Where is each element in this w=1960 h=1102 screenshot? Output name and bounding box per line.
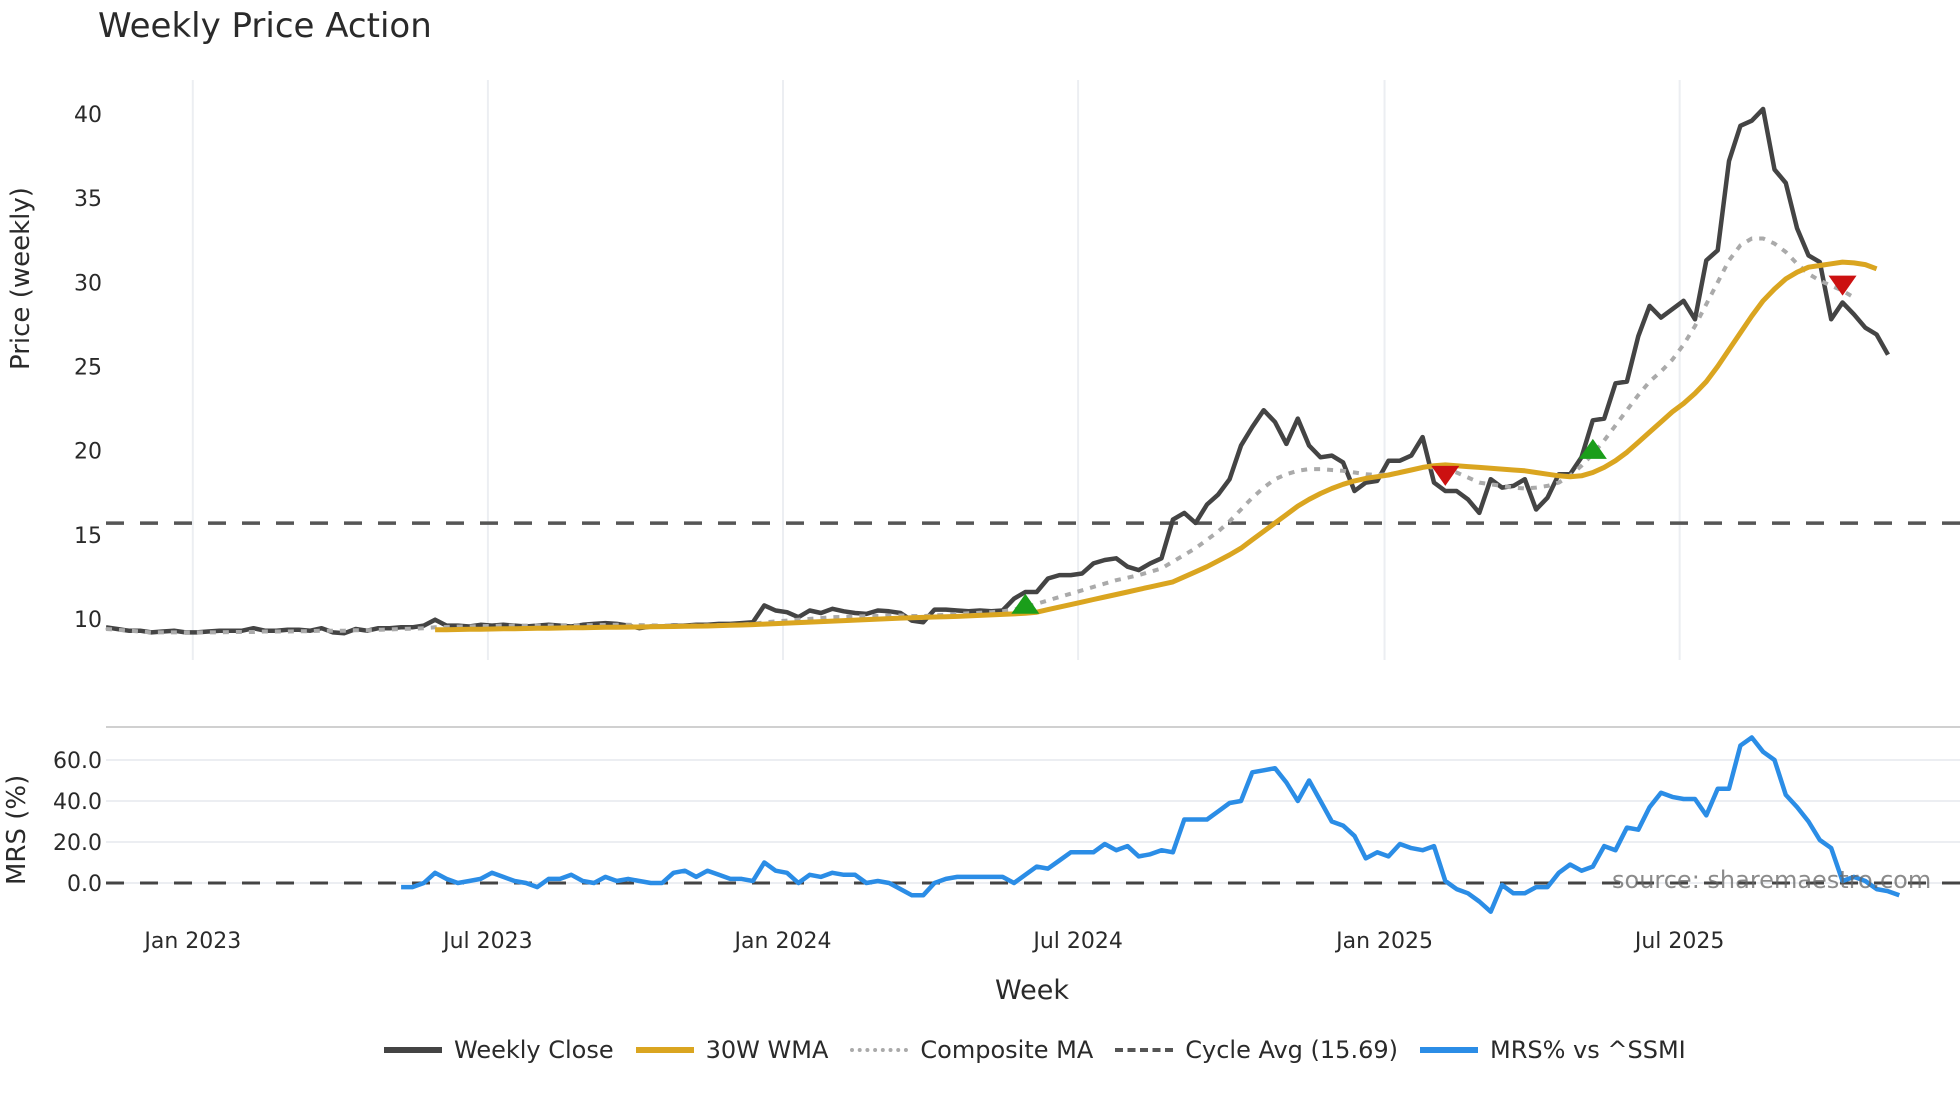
x-tick-label: Jul 2024 [1031, 929, 1123, 954]
mrs-y-tick-label: 0.0 [67, 872, 102, 897]
mrs-swatch-icon [1419, 1047, 1478, 1053]
legend-label: Weekly Close [454, 1036, 614, 1064]
weekly-close-swatch-icon [384, 1047, 442, 1053]
legend-item-wma[interactable]: 30W WMA [635, 1036, 829, 1064]
x-tick-label: Jul 2023 [441, 929, 533, 954]
sell-signal-triangle-down-icon [1828, 275, 1857, 296]
legend: Weekly Close 30W WMA Composite MA Cycle … [384, 1036, 1708, 1064]
legend-label: Composite MA [920, 1036, 1094, 1064]
legend-item-weekly-close[interactable]: Weekly Close [384, 1036, 614, 1064]
composite-ma-swatch-icon [850, 1048, 909, 1052]
price-y-tick-label: 30 [74, 271, 102, 296]
legend-label: Cycle Avg (15.69) [1185, 1036, 1398, 1064]
buy-signal-triangle-up-icon [1578, 438, 1607, 459]
buy-signal-triangle-up-icon [1011, 593, 1040, 614]
price-y-tick-label: 10 [74, 608, 102, 633]
sell-signal-triangle-down-icon [1431, 465, 1460, 486]
legend-item-mrs[interactable]: MRS% vs ^SSMI [1419, 1036, 1686, 1064]
price-y-tick-label: 20 [74, 440, 102, 465]
weekly-close-line [105, 106, 1890, 636]
legend-item-composite-ma[interactable]: Composite MA [850, 1036, 1093, 1064]
price-y-tick-label: 15 [74, 524, 102, 549]
wma-line [435, 259, 1878, 633]
x-tick-label: Jul 2025 [1633, 929, 1725, 954]
chart-title: Weekly Price Action [98, 6, 432, 46]
legend-item-cycle-avg[interactable]: Cycle Avg (15.69) [1115, 1036, 1398, 1064]
mrs-line [401, 735, 1901, 914]
composite-ma-line [105, 236, 1855, 635]
legend-label: 30W WMA [705, 1036, 829, 1064]
mrs-y-tick-label: 20.0 [53, 831, 102, 856]
x-tick-label: Jan 2024 [733, 929, 832, 954]
x-tick-label: Jan 2025 [1334, 929, 1433, 954]
wma-swatch-icon [635, 1047, 694, 1053]
cycle-avg-swatch-icon [1115, 1048, 1174, 1052]
x-axis-label: Week [995, 975, 1069, 1006]
price-y-tick-label: 25 [74, 355, 102, 380]
source-watermark: source: sharemaestro.com [1612, 866, 1932, 894]
price-y-tick-label: 35 [74, 187, 102, 212]
mrs-y-tick-label: 60.0 [53, 749, 102, 774]
price-y-tick-label: 40 [74, 103, 102, 128]
chart-canvas: Jan 2023 Jul 2023 Jan 2024 Jul 2024 Jan 2025… [53, 80, 1960, 954]
legend-label: MRS% vs ^SSMI [1489, 1036, 1686, 1064]
mrs-y-tick-label: 40.0 [53, 790, 102, 815]
x-tick-label: Jan 2023 [142, 929, 241, 954]
